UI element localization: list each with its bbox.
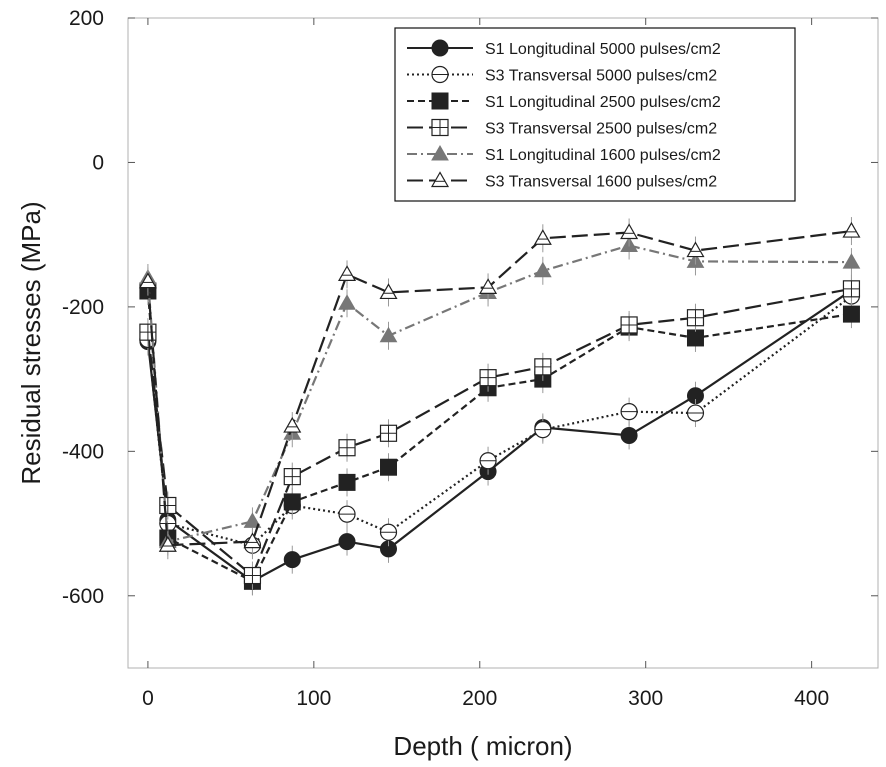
data-point [338, 294, 356, 310]
data-point [379, 283, 398, 300]
data-point [138, 272, 157, 289]
series-line [146, 287, 852, 578]
y-tick-label: 0 [92, 151, 104, 174]
legend-marker [431, 92, 449, 110]
data-point [533, 261, 552, 278]
x-axis-title: Depth ( micron) [393, 731, 572, 761]
legend-entry: S3 Transversal 5000 pulses/cm2 [407, 65, 717, 85]
x-tick-label: 200 [462, 687, 497, 710]
data-point [338, 505, 356, 523]
series-5 [139, 231, 861, 556]
legend-marker [431, 118, 449, 137]
legend-entry: S3 Transversal 2500 pulses/cm2 [407, 118, 717, 138]
data-point [158, 536, 177, 552]
legend-label: S1 Longitudinal 1600 pulses/cm2 [485, 147, 721, 164]
data-point [338, 473, 356, 491]
y-tick-label: -600 [62, 585, 104, 608]
plot-frame [127, 17, 879, 669]
legend-entry: S1 Longitudinal 2500 pulses/cm2 [407, 92, 721, 111]
y-axis-title: Residual stresses (MPa) [16, 201, 46, 484]
y-tick-label: -400 [62, 440, 104, 463]
data-point [842, 305, 860, 323]
data-point [534, 421, 552, 439]
data-point [337, 265, 357, 281]
data-point [479, 278, 498, 294]
legend-marker [430, 171, 450, 188]
legend-entry: S1 Longitudinal 5000 pulses/cm2 [407, 39, 721, 58]
data-point [379, 326, 398, 343]
data-point [534, 358, 552, 376]
legend-marker [431, 65, 449, 84]
data-point [479, 452, 497, 470]
series-line [146, 295, 853, 547]
data-point [620, 403, 638, 421]
data-point [686, 404, 705, 422]
data-point [380, 458, 398, 476]
x-tick-label: 100 [296, 687, 331, 710]
data-point [338, 439, 356, 457]
legend-marker [431, 39, 449, 57]
data-point [620, 223, 639, 240]
data-point [379, 424, 398, 442]
data-point [243, 566, 262, 585]
legend-label: S3 Transversal 2500 pulses/cm2 [485, 121, 717, 138]
data-point [159, 496, 177, 515]
data-point [283, 493, 301, 511]
series-6 [138, 217, 861, 560]
legend-box [394, 27, 796, 202]
legend-label: S1 Longitudinal 5000 pulses/cm2 [485, 41, 721, 58]
data-point [243, 512, 262, 528]
data-point [620, 316, 638, 334]
data-point [842, 221, 861, 238]
data-point [243, 532, 262, 549]
legend-entry: S3 Transversal 1600 pulses/cm2 [407, 171, 717, 191]
legend-label: S3 Transversal 1600 pulses/cm2 [485, 174, 717, 191]
legend-entry: S1 Longitudinal 1600 pulses/cm2 [407, 144, 721, 164]
data-point [842, 280, 861, 298]
x-tick-label: 400 [794, 687, 829, 710]
series-line [146, 244, 852, 543]
x-tick-label: 300 [628, 687, 663, 710]
data-point [338, 533, 356, 551]
x-tick-label: 0 [142, 687, 154, 710]
data-point [479, 369, 497, 387]
series-2 [139, 282, 861, 560]
data-point [686, 241, 705, 258]
data-point [686, 329, 704, 347]
data-point [842, 253, 861, 269]
series-line [146, 230, 852, 547]
data-point [379, 523, 398, 541]
data-point [283, 416, 302, 433]
legend-marker [431, 144, 449, 161]
data-point [620, 426, 638, 444]
series-4 [139, 274, 861, 590]
data-point [283, 551, 301, 569]
data-point [283, 468, 301, 486]
legend-label: S3 Transversal 5000 pulses/cm2 [485, 68, 717, 85]
legend-label: S1 Longitudinal 2500 pulses/cm2 [485, 94, 721, 111]
data-point [533, 229, 552, 245]
y-tick-label: -200 [62, 296, 104, 319]
y-tick-label: 200 [69, 7, 104, 30]
data-point [686, 309, 705, 327]
